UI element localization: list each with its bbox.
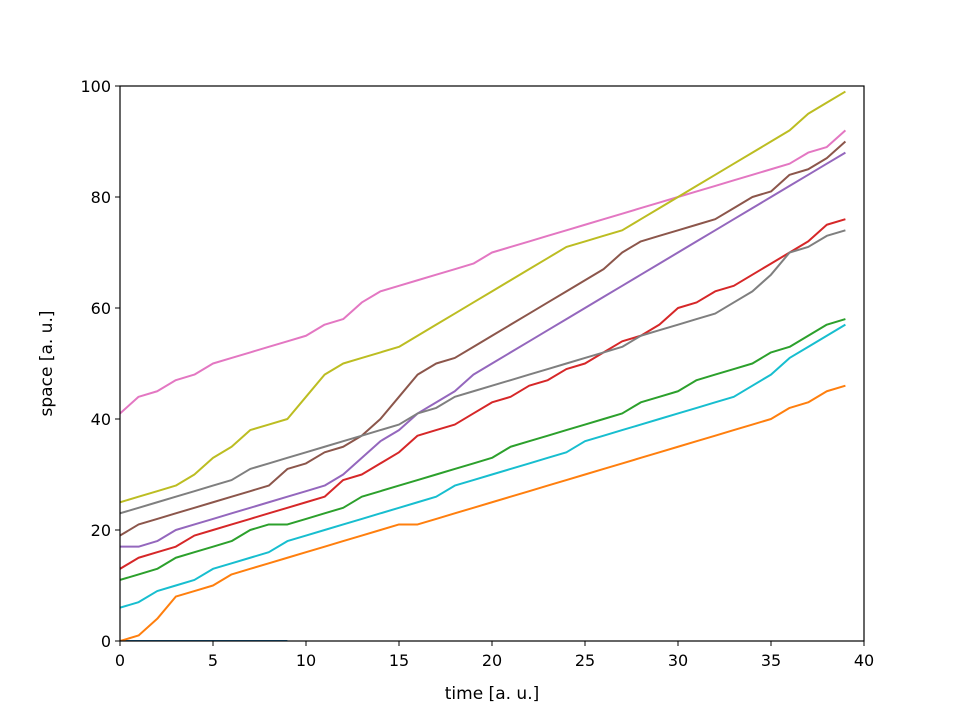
series-line-3 bbox=[120, 318, 846, 581]
series-line-2 bbox=[120, 384, 846, 641]
y-tick-label: 0 bbox=[101, 632, 111, 651]
y-tick-label: 80 bbox=[91, 188, 111, 207]
x-axis: 0 5 10 15 20 25 30 35 40 bbox=[115, 641, 874, 670]
x-tick-label: 15 bbox=[389, 651, 409, 670]
series-layer bbox=[120, 90, 847, 641]
series-line-4 bbox=[120, 218, 846, 570]
x-tick-label: 25 bbox=[575, 651, 595, 670]
y-tick-label: 20 bbox=[91, 521, 111, 540]
y-tick-label: 100 bbox=[80, 77, 111, 96]
y-axis: 0 20 40 60 80 100 bbox=[80, 77, 120, 651]
x-tick-label: 20 bbox=[482, 651, 502, 670]
x-tick-label: 30 bbox=[668, 651, 688, 670]
series-line-9 bbox=[120, 90, 846, 504]
x-tick-label: 40 bbox=[854, 651, 874, 670]
series-line-8 bbox=[120, 229, 846, 515]
x-axis-label: time [a. u.] bbox=[445, 684, 539, 704]
series-line-10 bbox=[120, 323, 846, 609]
y-axis-label: space [a. u.] bbox=[37, 311, 57, 417]
y-tick-label: 40 bbox=[91, 410, 111, 429]
series-line-5 bbox=[120, 151, 846, 548]
series-line-7 bbox=[120, 129, 847, 415]
x-tick-label: 5 bbox=[208, 651, 218, 670]
y-tick-label: 60 bbox=[91, 299, 111, 318]
x-tick-label: 0 bbox=[115, 651, 125, 670]
x-tick-label: 35 bbox=[761, 651, 781, 670]
x-tick-label: 10 bbox=[296, 651, 316, 670]
series-line-6 bbox=[120, 140, 847, 537]
